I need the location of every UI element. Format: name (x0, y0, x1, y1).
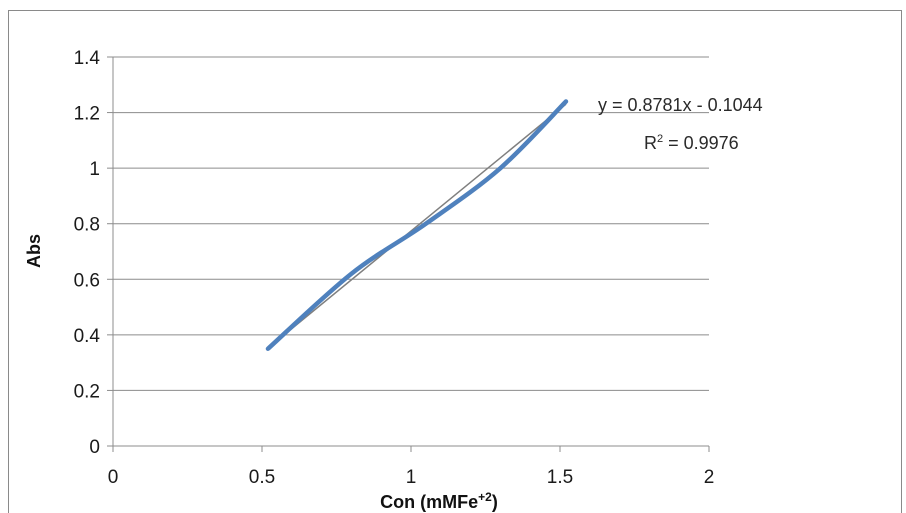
y-tick-label: 0.4 (74, 326, 101, 347)
trendline (267, 103, 567, 349)
x-tick-label: 0 (108, 467, 119, 488)
y-tick-label: 1.4 (74, 48, 101, 69)
x-axis-title-main: Con (mMFe (380, 492, 478, 512)
y-tick-label: 0.6 (74, 270, 100, 291)
x-axis-title-suffix: ) (492, 492, 498, 512)
x-tick-label: 1 (406, 467, 417, 488)
chart-frame (8, 10, 902, 513)
trendline-r-squared: R2 = 0.9976 (644, 133, 739, 153)
trendline-layer (267, 103, 567, 349)
y-tick-label: 1 (89, 159, 100, 180)
r-squared-superscript: 2 (657, 133, 663, 145)
y-tick-label: 0.8 (74, 215, 100, 236)
y-tick-label: 0 (89, 437, 100, 458)
y-tick-label: 1.2 (74, 104, 100, 125)
y-axis-title: Abs (24, 234, 44, 268)
series-line (265, 99, 569, 351)
y-tick-label: 0.2 (74, 381, 100, 402)
r-squared-value: = 0.9976 (663, 133, 739, 153)
trendline-equation: y = 0.8781x - 0.1044 (598, 95, 763, 115)
r-squared-prefix: R (644, 133, 657, 153)
x-tick-label: 0.5 (249, 467, 275, 488)
x-tick-label: 2 (704, 467, 715, 488)
axes-layer (107, 56, 710, 452)
x-tick-label: 1.5 (547, 467, 573, 488)
tick-labels-layer: 0 0.2 0.4 0.6 0.8 1 1.2 1.4 0 0.5 1 1.5 2 (74, 48, 715, 488)
x-axis-title-superscript: +2 (478, 490, 492, 504)
x-axis-title: Con (mMFe+2) (380, 490, 498, 512)
series-layer (265, 99, 569, 351)
grid-layer (113, 56, 709, 391)
